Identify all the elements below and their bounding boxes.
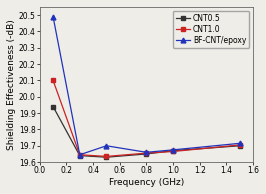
Line: BF-CNT/epoxy: BF-CNT/epoxy xyxy=(51,14,242,157)
CNT0.5 xyxy=(238,145,241,147)
CNT0.5 xyxy=(172,150,175,152)
BF-CNT/epoxy xyxy=(105,145,108,147)
CNT1.0 xyxy=(52,79,55,82)
CNT0.5 xyxy=(52,105,55,108)
CNT1.0 xyxy=(78,154,81,156)
CNT0.5 xyxy=(78,154,81,157)
CNT0.5 xyxy=(145,153,148,155)
BF-CNT/epoxy xyxy=(78,154,81,156)
CNT1.0 xyxy=(105,155,108,158)
X-axis label: Frequency (GHz): Frequency (GHz) xyxy=(109,178,184,187)
Legend: CNT0.5, CNT1.0, BF-CNT/epoxy: CNT0.5, CNT1.0, BF-CNT/epoxy xyxy=(173,11,249,48)
BF-CNT/epoxy xyxy=(145,151,148,153)
Line: CNT0.5: CNT0.5 xyxy=(51,104,242,160)
CNT1.0 xyxy=(145,152,148,154)
CNT1.0 xyxy=(238,144,241,146)
Line: CNT1.0: CNT1.0 xyxy=(51,78,242,159)
CNT1.0 xyxy=(172,150,175,153)
BF-CNT/epoxy xyxy=(172,149,175,151)
Y-axis label: Shielding Effectiveness (-dB): Shielding Effectiveness (-dB) xyxy=(7,19,16,150)
CNT0.5 xyxy=(105,156,108,158)
BF-CNT/epoxy xyxy=(52,16,55,18)
BF-CNT/epoxy xyxy=(238,142,241,145)
